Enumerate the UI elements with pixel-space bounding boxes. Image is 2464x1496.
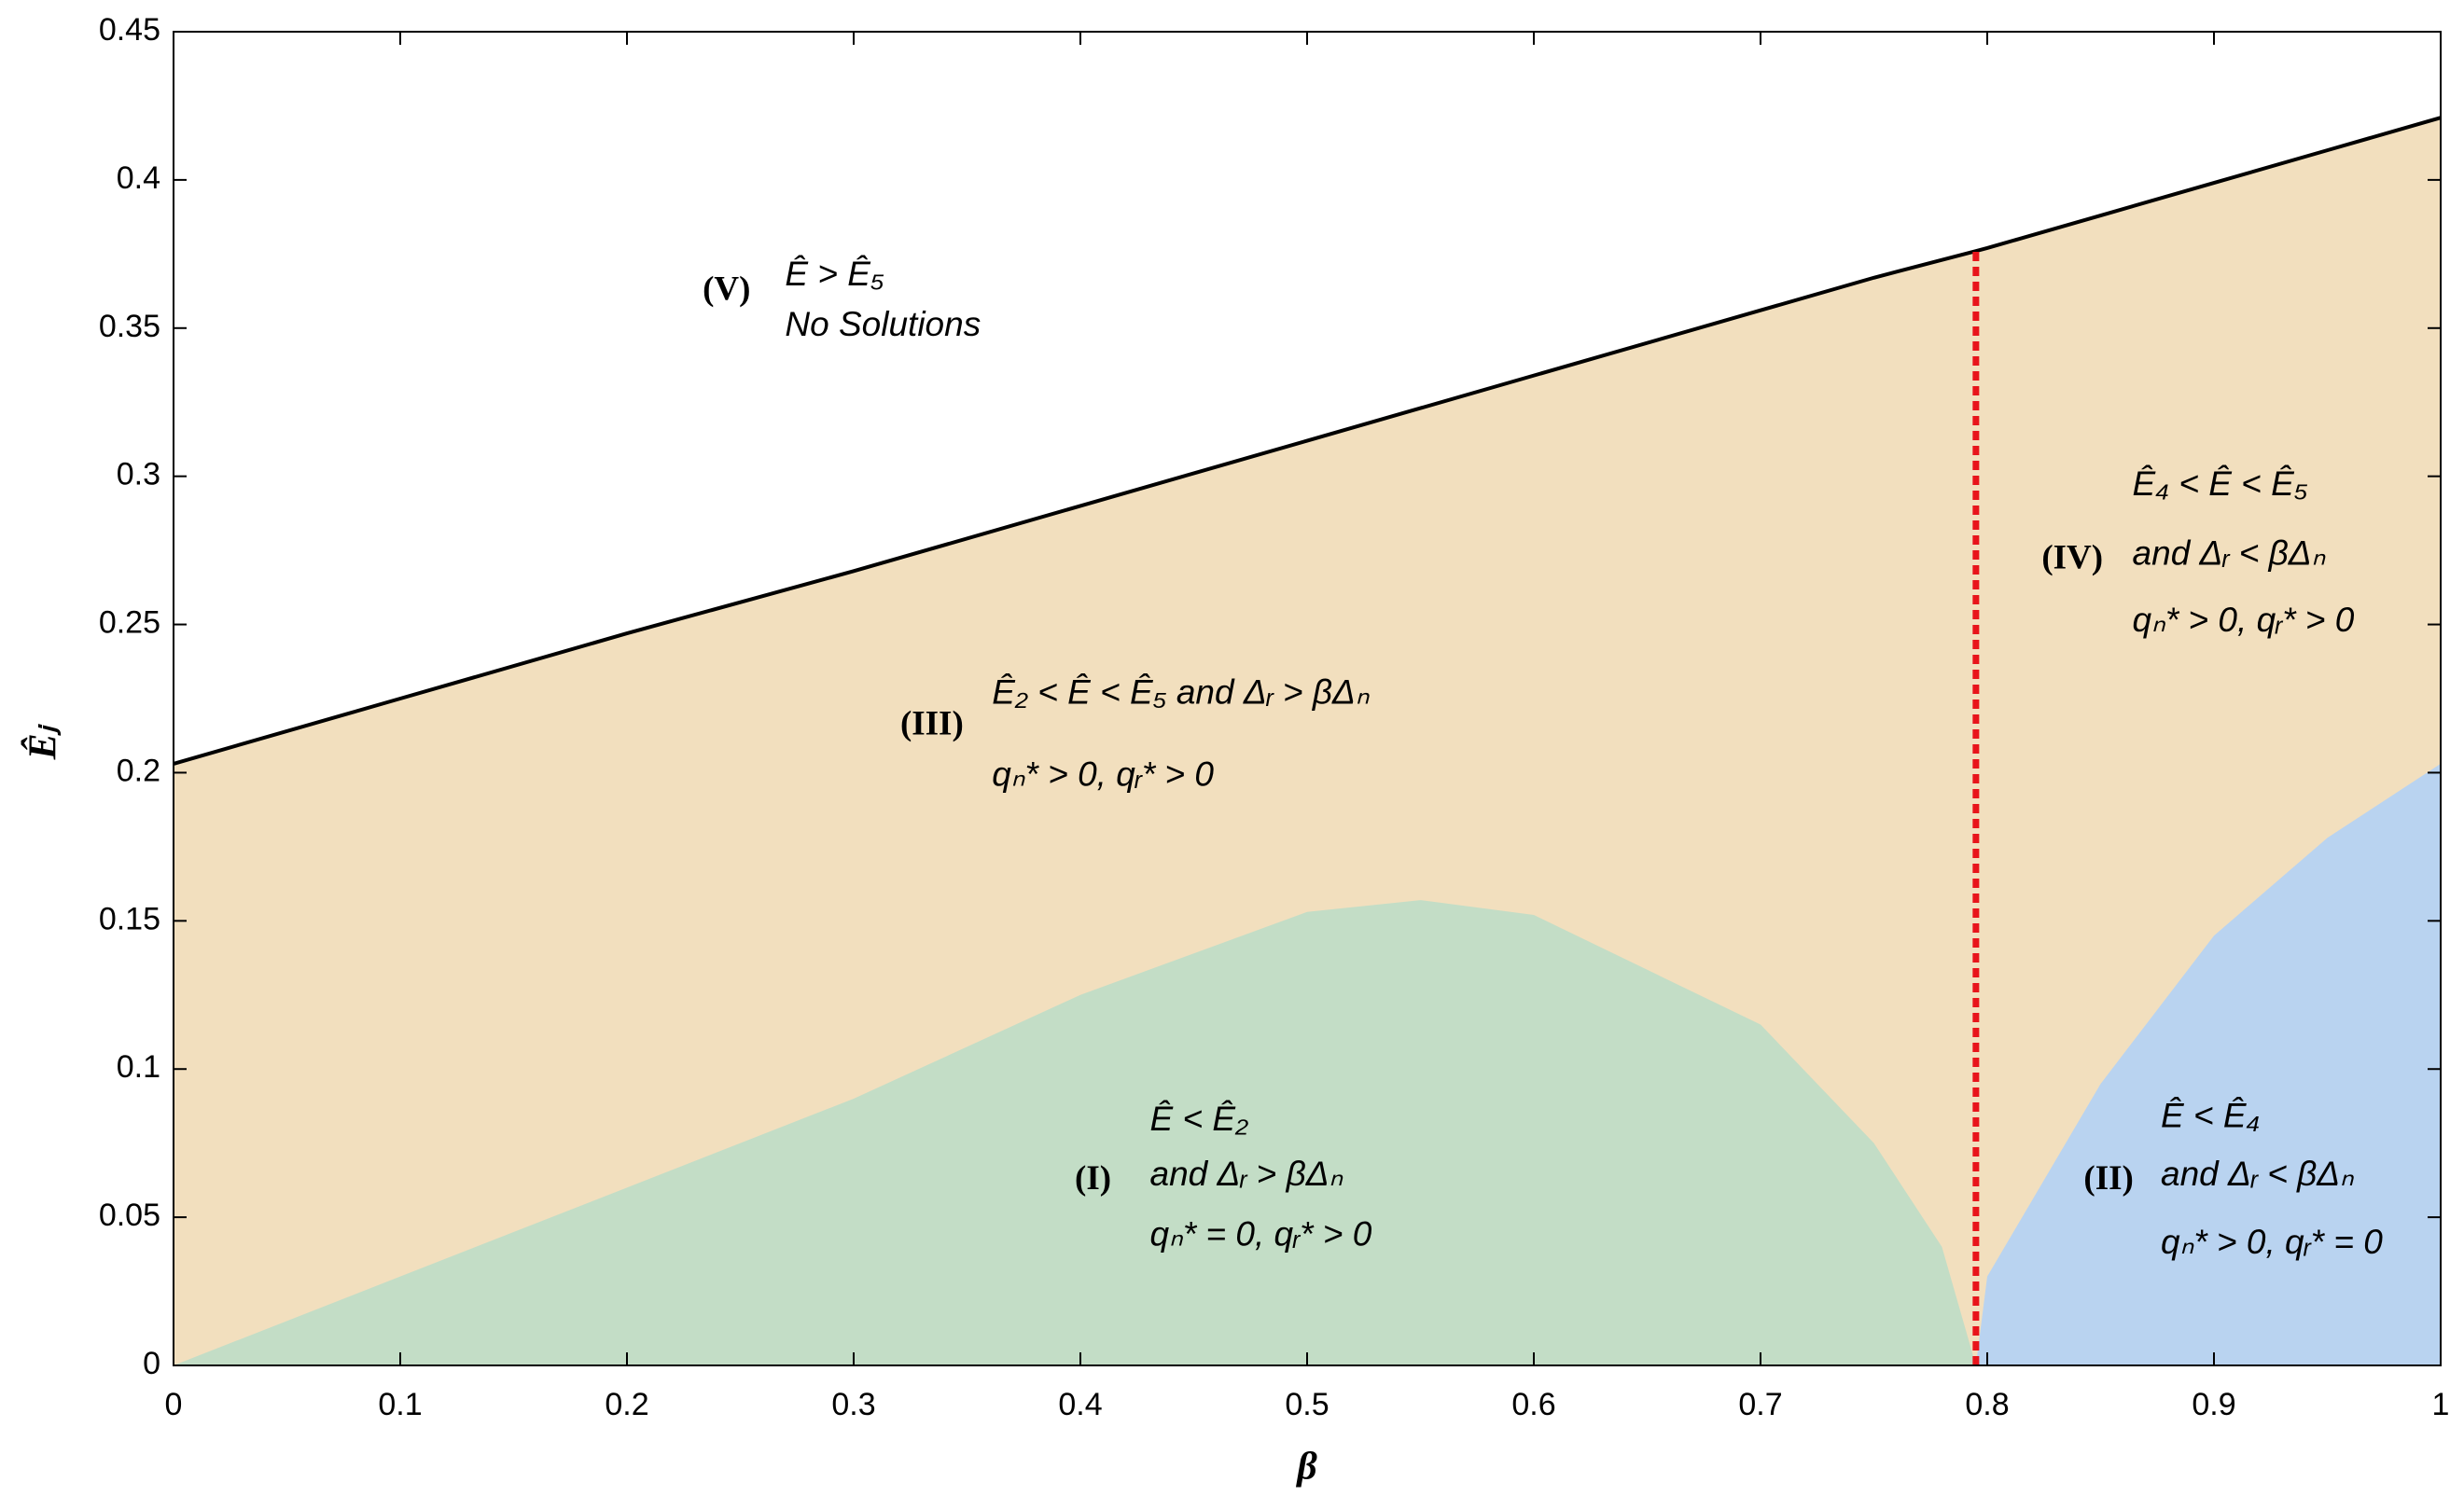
x-tick-label: 0.8 xyxy=(1965,1387,2009,1422)
y-tick-label: 0.4 xyxy=(117,160,160,196)
x-tick-label: 0.2 xyxy=(605,1387,648,1422)
x-tick-label: 0.9 xyxy=(2192,1387,2235,1422)
x-axis-label: β xyxy=(1295,1446,1317,1489)
x-tick-label: 0.5 xyxy=(1285,1387,1329,1422)
y-tick-label: 0.15 xyxy=(99,901,160,936)
region-text: qₙ* > 0, qᵣ* > 0 xyxy=(992,755,1214,794)
y-tick-label: 0.3 xyxy=(117,457,160,492)
region-label: (V) xyxy=(703,270,750,309)
y-tick-label: 0.1 xyxy=(117,1049,160,1085)
region-text: and Δᵣ < βΔₙ xyxy=(2133,534,2327,573)
region-text: Ê > Ê₅ xyxy=(785,255,884,293)
x-tick-label: 1 xyxy=(2432,1387,2450,1422)
region-label: (IV) xyxy=(2041,538,2103,576)
region-text: and Δᵣ > βΔₙ xyxy=(1150,1155,1344,1193)
region-text: Ê₂ < Ê < Ê₅ and Δᵣ > βΔₙ xyxy=(992,673,1371,712)
y-tick-label: 0 xyxy=(143,1346,160,1381)
region-area xyxy=(174,118,2441,1366)
region-text: Ê₄ < Ê < Ê₅ xyxy=(2133,464,2308,503)
region-text: No Solutions xyxy=(785,305,981,343)
boundary-line xyxy=(173,116,2442,766)
x-tick-label: 0.7 xyxy=(1738,1387,1782,1422)
y-tick-label: 0.45 xyxy=(99,12,160,48)
region-text: Ê < Ê₄ xyxy=(2161,1096,2260,1134)
region-label: (I) xyxy=(1075,1159,1111,1198)
region-text: Ê < Ê₂ xyxy=(1150,1100,1249,1138)
region-text: qₙ* > 0, qᵣ* > 0 xyxy=(2133,601,2355,639)
x-tick-label: 0 xyxy=(165,1387,183,1422)
y-tick-label: 0.35 xyxy=(99,309,160,344)
region-area xyxy=(174,900,1976,1365)
x-tick-label: 0.1 xyxy=(378,1387,422,1422)
region-text: qₙ* > 0, qᵣ* = 0 xyxy=(2161,1223,2383,1261)
region-area xyxy=(1975,763,2441,1365)
x-tick-label: 0.6 xyxy=(1511,1387,1555,1422)
y-tick-label: 0.25 xyxy=(99,605,160,641)
region-label: (II) xyxy=(2083,1159,2133,1198)
x-tick-label: 0.4 xyxy=(1058,1387,1102,1422)
y-axis-label: Êⱼ xyxy=(21,723,65,760)
region-text: qₙ* = 0, qᵣ* > 0 xyxy=(1150,1214,1372,1253)
region-text: and Δᵣ < βΔₙ xyxy=(2161,1155,2355,1193)
x-tick-label: 0.3 xyxy=(831,1387,875,1422)
region-label: (III) xyxy=(900,704,964,742)
y-tick-label: 0.05 xyxy=(99,1198,160,1233)
y-tick-label: 0.2 xyxy=(117,753,160,788)
